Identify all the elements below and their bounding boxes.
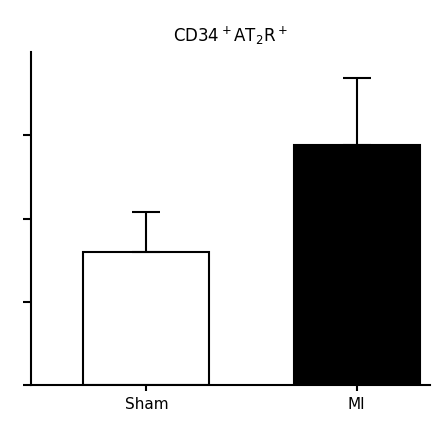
Bar [293, 146, 419, 385]
Title: $\mathrm{CD34^+AT_2R^+}$: $\mathrm{CD34^+AT_2R^+}$ [173, 25, 287, 47]
Bar [83, 252, 209, 385]
